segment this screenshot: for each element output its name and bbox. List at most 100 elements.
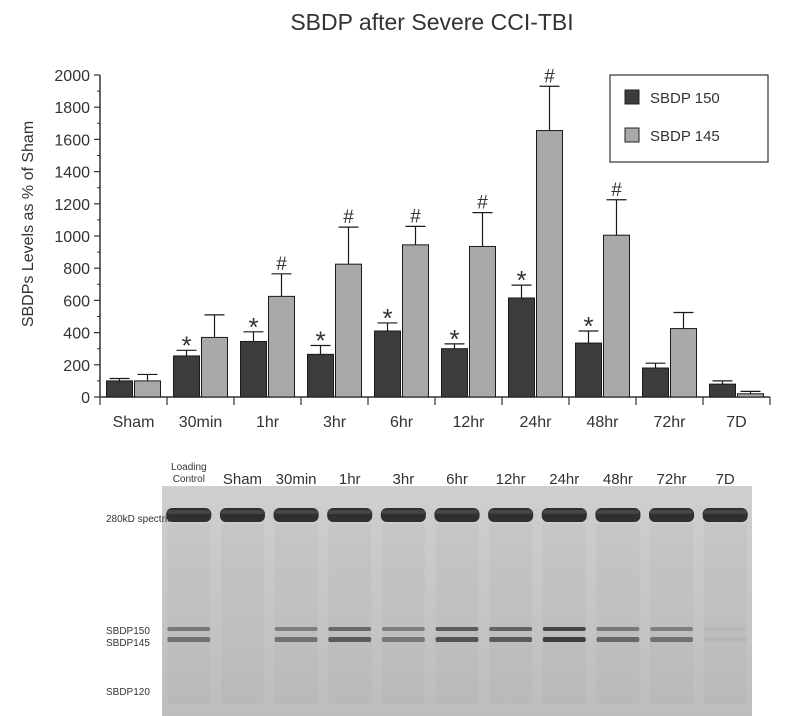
bar-sbdp145-1hr bbox=[268, 295, 295, 398]
x-tick-label: 72hr bbox=[653, 414, 686, 431]
band-sbdp150 bbox=[167, 627, 211, 631]
legend-label-sbdp145: SBDP 145 bbox=[650, 128, 720, 145]
bar-sbdp150-7d bbox=[709, 383, 736, 398]
bar-sbdp150-30min bbox=[173, 355, 200, 398]
lane-label: 30min bbox=[276, 471, 317, 488]
y-tick-label: 200 bbox=[63, 358, 90, 375]
bars: * * * * * * * # # # # # # bbox=[106, 66, 764, 398]
band-spectrin-highlight bbox=[650, 510, 693, 514]
band-label-sbdp150: SBDP150 bbox=[106, 626, 150, 637]
significance-hash: # bbox=[343, 207, 354, 228]
lane-smear bbox=[596, 524, 640, 704]
lane-label: 3hr bbox=[393, 471, 415, 488]
x-tick-label: Sham bbox=[113, 414, 155, 431]
lane-label: 12hr bbox=[496, 471, 526, 488]
band-spectrin-highlight bbox=[596, 510, 640, 514]
band-sbdp145 bbox=[596, 637, 640, 642]
band-sbdp145 bbox=[274, 637, 318, 642]
bar-chart: SBDP after Severe CCI-TBI SBDPs Levels a… bbox=[20, 9, 771, 431]
bar-sbdp150-12hr bbox=[441, 348, 468, 398]
band-spectrin-highlight bbox=[221, 510, 264, 514]
legend-label-sbdp150: SBDP 150 bbox=[650, 90, 720, 107]
band-sbdp150 bbox=[328, 627, 372, 631]
lane-label: 24hr bbox=[549, 471, 579, 488]
x-tick-label: 30min bbox=[179, 414, 223, 431]
band-sbdp150 bbox=[596, 627, 640, 631]
lane-smear bbox=[167, 524, 211, 704]
significance-hash: # bbox=[611, 180, 622, 201]
x-tick-label: 3hr bbox=[323, 414, 347, 431]
band-spectrin-highlight bbox=[489, 510, 533, 514]
bar-sbdp150-72hr bbox=[642, 367, 669, 398]
bar-sbdp145-30min bbox=[201, 336, 228, 398]
x-tick-label: 1hr bbox=[256, 414, 280, 431]
y-tick-label: 2000 bbox=[54, 68, 90, 85]
significance-hash: # bbox=[410, 206, 421, 227]
lane-smear bbox=[381, 524, 425, 704]
legend: SBDP 150 SBDP 145 bbox=[609, 74, 769, 163]
band-sbdp145 bbox=[167, 637, 211, 642]
significance-star: * bbox=[516, 265, 526, 295]
significance-star: * bbox=[181, 330, 191, 360]
x-tick-label: 24hr bbox=[519, 414, 552, 431]
significance-star: * bbox=[583, 311, 593, 341]
lane-smear bbox=[435, 524, 479, 704]
lane-smear bbox=[274, 524, 318, 704]
lane-smear bbox=[650, 524, 693, 704]
bar-sbdp150-48hr bbox=[575, 342, 602, 398]
band-sbdp145 bbox=[542, 637, 586, 642]
y-tick-label: 0 bbox=[81, 390, 90, 407]
lane-label: 48hr bbox=[603, 471, 633, 488]
x-tick-label: 12hr bbox=[452, 414, 485, 431]
band-label-sbdp120: SBDP120 bbox=[106, 687, 150, 698]
y-tick-label: 1200 bbox=[54, 197, 90, 214]
x-tick-label: 6hr bbox=[390, 414, 414, 431]
lane-smear bbox=[328, 524, 372, 704]
lane-smear bbox=[489, 524, 533, 704]
bar-sbdp145-6hr bbox=[402, 244, 429, 398]
y-tick-label: 400 bbox=[63, 326, 90, 343]
significance-hash: # bbox=[544, 66, 555, 87]
bar-sbdp150-1hr bbox=[240, 340, 267, 398]
y-tick-label: 1800 bbox=[54, 100, 90, 117]
blot-lanes bbox=[166, 508, 748, 704]
bar-sbdp145-sham bbox=[134, 380, 161, 398]
band-sbdp145 bbox=[381, 637, 425, 642]
y-tick-label: 1400 bbox=[54, 165, 90, 182]
band-sbdp145 bbox=[435, 637, 479, 642]
significance-star: * bbox=[248, 312, 258, 342]
bar-sbdp145-3hr bbox=[335, 263, 362, 398]
legend-swatch-sbdp150 bbox=[624, 89, 640, 105]
lane-label: 7D bbox=[716, 471, 735, 488]
y-axis-label: SBDPs Levels as % of Sham bbox=[20, 121, 37, 327]
band-sbdp145 bbox=[489, 637, 533, 642]
bar-sbdp145-48hr bbox=[603, 234, 630, 398]
band-spectrin-highlight bbox=[703, 510, 747, 514]
lane-label: Control bbox=[173, 474, 205, 485]
band-sbdp150 bbox=[703, 627, 747, 631]
y-tick-label: 1000 bbox=[54, 229, 90, 246]
bar-sbdp145-72hr bbox=[670, 328, 697, 398]
band-spectrin-highlight bbox=[328, 510, 372, 514]
lane-label: 6hr bbox=[446, 471, 468, 488]
lane-label: Sham bbox=[223, 471, 262, 488]
y-tick-label: 1600 bbox=[54, 132, 90, 149]
band-spectrin-highlight bbox=[542, 510, 586, 514]
band-sbdp150 bbox=[381, 627, 425, 631]
bar-sbdp150-sham bbox=[106, 380, 133, 398]
chart-title: SBDP after Severe CCI-TBI bbox=[290, 9, 573, 35]
significance-hash: # bbox=[477, 193, 488, 214]
lane-label: 72hr bbox=[657, 471, 687, 488]
band-spectrin-highlight bbox=[435, 510, 479, 514]
band-sbdp150 bbox=[274, 627, 318, 631]
axes: 0 200 400 600 800 1000 1200 1400 1600 1800 2000 Sha… bbox=[54, 68, 771, 431]
band-sbdp150 bbox=[542, 627, 586, 631]
lane-label: Loading bbox=[171, 462, 207, 473]
band-sbdp150 bbox=[489, 627, 533, 631]
band-label-sbdp145: SBDP145 bbox=[106, 638, 150, 649]
y-tick-label: 800 bbox=[63, 261, 90, 278]
bar-sbdp150-3hr bbox=[307, 353, 334, 398]
y-tick-label: 600 bbox=[63, 293, 90, 310]
x-tick-label: 48hr bbox=[586, 414, 619, 431]
